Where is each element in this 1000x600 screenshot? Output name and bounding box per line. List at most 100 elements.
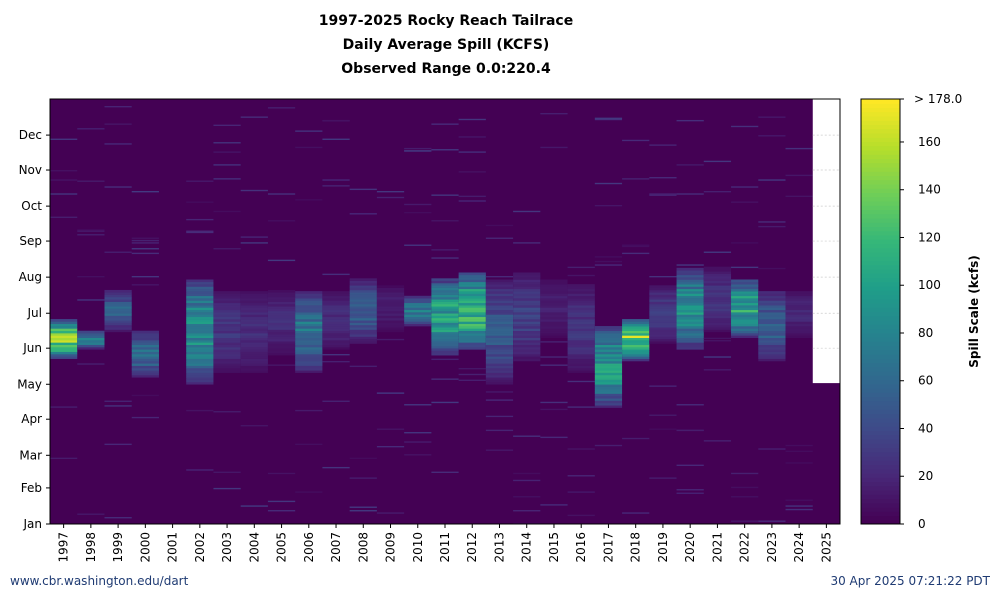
heat-cell-2023 bbox=[758, 291, 786, 294]
heat-cell-2024 bbox=[785, 147, 813, 150]
heat-cell-2005 bbox=[267, 364, 296, 366]
heat-cell-2005 bbox=[267, 320, 296, 323]
heat-cell-2022 bbox=[731, 300, 759, 304]
colorbar-segment bbox=[861, 392, 900, 397]
heat-cell-2023 bbox=[758, 347, 786, 350]
heat-cell-2024 bbox=[785, 326, 813, 329]
heat-cell-2013 bbox=[485, 415, 514, 418]
colorbar-segment bbox=[861, 179, 900, 185]
heat-cell-2024 bbox=[785, 195, 813, 198]
heat-cell-2008 bbox=[349, 331, 377, 335]
heat-cell-2022 bbox=[731, 284, 759, 287]
heat-cell-2020 bbox=[676, 321, 704, 325]
heat-cell-2003 bbox=[213, 354, 241, 357]
heat-cell-2003 bbox=[213, 316, 241, 320]
heat-cell-2004 bbox=[240, 291, 268, 294]
heat-cell-2021 bbox=[703, 329, 732, 333]
heat-cell-2006 bbox=[295, 349, 323, 352]
y-tick-label: Jul bbox=[27, 306, 42, 320]
x-tick-label: 2007 bbox=[329, 532, 343, 563]
heat-cell-2019 bbox=[649, 299, 677, 302]
heat-cell-2003 bbox=[213, 471, 241, 473]
heat-cell-2002 bbox=[186, 367, 214, 371]
heat-cell-2006 bbox=[295, 409, 323, 412]
colorbar-tick-label: 120 bbox=[918, 230, 941, 244]
heat-cell-2014 bbox=[513, 321, 541, 325]
colorbar-segment bbox=[861, 137, 900, 142]
heat-cell-2005 bbox=[267, 329, 296, 333]
heat-cell-2015 bbox=[540, 326, 568, 329]
heat-cell-2003 bbox=[213, 337, 241, 341]
heat-cell-1999 bbox=[104, 105, 132, 108]
heat-cell-2021 bbox=[703, 337, 732, 340]
colorbar-segment bbox=[861, 439, 900, 444]
heat-cell-2024 bbox=[785, 505, 813, 507]
heat-cell-2016 bbox=[567, 475, 595, 477]
heat-cell-2013 bbox=[485, 330, 514, 334]
heat-cell-2018 bbox=[622, 351, 650, 355]
heat-cell-2000 bbox=[131, 416, 159, 419]
heat-cell-2008 bbox=[349, 336, 377, 340]
heat-cell-2013 bbox=[485, 319, 514, 322]
source-url[interactable]: www.cbr.washington.edu/dart bbox=[10, 574, 189, 588]
heat-cell-2000 bbox=[131, 242, 159, 244]
colorbar-segment bbox=[861, 511, 900, 516]
heat-cell-2011 bbox=[431, 303, 459, 307]
heat-cell-2024 bbox=[785, 314, 813, 318]
heat-cell-2010 bbox=[404, 298, 432, 301]
heat-cell-2018 bbox=[622, 347, 650, 350]
heat-cell-2013 bbox=[485, 295, 514, 299]
colorbar-segment bbox=[861, 345, 900, 351]
heat-cell-2014 bbox=[513, 349, 541, 352]
heat-cell-1999 bbox=[104, 329, 132, 333]
heat-cell-2007 bbox=[322, 185, 350, 187]
heat-cell-2021 bbox=[703, 317, 732, 321]
heat-cell-2018 bbox=[622, 178, 650, 180]
heat-cell-2019 bbox=[649, 313, 677, 316]
heat-cell-2020 bbox=[676, 344, 704, 348]
heat-cell-2023 bbox=[758, 179, 786, 181]
heat-cell-2016 bbox=[567, 360, 595, 364]
heat-cell-2002 bbox=[186, 365, 214, 369]
heat-cell-2022 bbox=[731, 316, 759, 320]
heat-cell-2007 bbox=[322, 305, 350, 308]
colorbar-segment bbox=[861, 247, 900, 253]
heat-cell-2010 bbox=[404, 309, 432, 313]
heat-cell-2005 bbox=[267, 327, 296, 330]
heat-cell-2016 bbox=[567, 298, 595, 301]
heat-cell-2011 bbox=[431, 306, 459, 309]
heat-cell-2004 bbox=[240, 316, 268, 320]
heat-cell-2002 bbox=[186, 298, 214, 301]
heat-cell-2002 bbox=[186, 377, 214, 380]
heat-cell-2014 bbox=[513, 279, 541, 283]
heat-cell-2024 bbox=[785, 333, 813, 336]
heat-cell-2005 bbox=[267, 324, 296, 328]
heat-cell-2020 bbox=[676, 300, 704, 304]
heat-cell-2000 bbox=[131, 374, 159, 378]
heat-cell-2013 bbox=[485, 377, 514, 380]
heat-cell-2007 bbox=[322, 307, 350, 311]
heat-cell-2012 bbox=[458, 151, 486, 153]
heat-cell-2023 bbox=[758, 314, 786, 318]
colorbar-label: Spill Scale (kcfs) bbox=[967, 255, 981, 367]
heat-cell-2018 bbox=[622, 342, 650, 345]
colorbar-segment bbox=[861, 281, 900, 287]
heat-cell-2022 bbox=[731, 302, 759, 306]
heat-cell-2018 bbox=[622, 328, 650, 332]
heat-cell-2010 bbox=[404, 319, 432, 322]
heat-cell-2009 bbox=[376, 301, 405, 305]
colorbar-segment bbox=[861, 298, 900, 304]
heat-cell-1997 bbox=[50, 179, 78, 181]
heat-cell-2017 bbox=[594, 330, 623, 334]
colorbar-tick-label: 40 bbox=[918, 421, 933, 435]
heat-cell-2022 bbox=[731, 295, 759, 299]
heat-cell-2010 bbox=[404, 302, 432, 306]
colorbar-segment bbox=[861, 205, 900, 210]
heat-cell-2017 bbox=[594, 444, 623, 447]
heat-cell-2014 bbox=[513, 510, 541, 512]
heat-cell-2015 bbox=[540, 333, 568, 336]
y-tick-label: Mar bbox=[19, 448, 42, 462]
heat-cell-2023 bbox=[758, 298, 786, 301]
heat-cell-2014 bbox=[513, 351, 541, 355]
